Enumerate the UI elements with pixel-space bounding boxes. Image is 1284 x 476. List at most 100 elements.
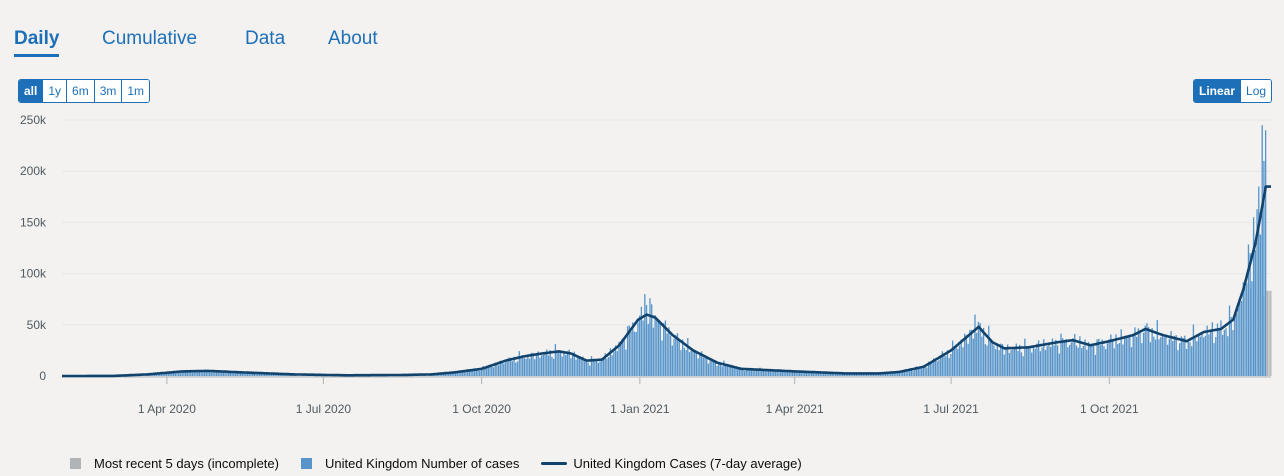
daily-case-bar [623, 339, 625, 376]
daily-case-bar [635, 332, 637, 376]
daily-case-bar [1106, 343, 1109, 376]
daily-case-bar [750, 368, 753, 376]
range-3m-button[interactable]: 3m [93, 80, 122, 102]
daily-case-bar [542, 354, 544, 376]
daily-case-bar [539, 357, 541, 376]
daily-case-bar [917, 368, 919, 376]
daily-case-bar [456, 372, 459, 376]
daily-case-bar [652, 327, 655, 376]
range-6m-button[interactable]: 6m [66, 80, 94, 102]
x-tick-label: 1 Apr 2020 [138, 402, 196, 416]
scale-log-button[interactable]: Log [1240, 80, 1272, 102]
daily-case-bar [888, 372, 890, 376]
daily-case-bar [217, 370, 219, 376]
daily-case-bar [1156, 320, 1158, 376]
daily-case-bar [510, 357, 512, 376]
daily-case-bar [848, 373, 851, 376]
daily-case-bar [227, 372, 230, 376]
daily-case-bar [1175, 335, 1177, 376]
daily-case-bar [936, 361, 938, 376]
daily-case-bar [1184, 335, 1186, 376]
daily-case-bar [577, 357, 579, 376]
daily-case-bar [197, 371, 199, 376]
daily-case-bar [1240, 300, 1243, 376]
daily-case-bar [1044, 349, 1047, 376]
daily-case-bar [551, 356, 553, 376]
daily-case-bar [958, 345, 961, 376]
tab-cumulative[interactable]: Cumulative [102, 28, 198, 49]
scale-linear-button[interactable]: Linear [1194, 80, 1241, 102]
tab-daily[interactable]: Daily [14, 28, 60, 57]
daily-case-bar [609, 348, 612, 376]
daily-case-bar [1017, 350, 1019, 376]
daily-case-bar [1020, 352, 1023, 376]
daily-case-bar [809, 371, 811, 376]
daily-case-bar [1010, 350, 1012, 376]
daily-case-bar [1132, 333, 1134, 376]
daily-case-bar [592, 358, 594, 376]
daily-case-bar [236, 372, 238, 376]
daily-case-bar [970, 329, 973, 376]
daily-case-bar [656, 320, 658, 376]
daily-case-bar [778, 369, 780, 376]
daily-case-bar [578, 357, 581, 376]
daily-case-bar [974, 314, 976, 376]
daily-case-bar [162, 372, 164, 376]
daily-case-bar [1216, 323, 1219, 376]
daily-case-bar [678, 338, 680, 376]
daily-case-bar [546, 349, 548, 376]
daily-case-bar [822, 372, 825, 376]
daily-case-bar [630, 331, 632, 376]
daily-case-bar [1161, 334, 1164, 376]
daily-case-bar [580, 359, 582, 376]
daily-case-bar [241, 372, 244, 376]
daily-case-bar [657, 320, 660, 376]
daily-case-bar [865, 374, 868, 376]
daily-case-bar [1261, 125, 1263, 377]
daily-case-bar [1060, 333, 1062, 376]
range-1m-button[interactable]: 1m [121, 80, 150, 102]
daily-case-bar [769, 370, 772, 376]
daily-case-bar [752, 370, 754, 376]
tab-data[interactable]: Data [245, 28, 286, 49]
daily-case-bar [640, 306, 643, 376]
daily-case-bar [977, 321, 980, 376]
daily-case-bar [214, 371, 216, 376]
daily-case-bar [1154, 339, 1157, 376]
daily-case-bar [1144, 325, 1146, 376]
daily-case-bar [520, 357, 522, 376]
daily-case-bar [590, 356, 593, 376]
daily-case-bar [864, 373, 866, 376]
daily-case-bar [797, 370, 799, 376]
range-all-button[interactable]: all [19, 80, 43, 102]
daily-case-bar [962, 347, 964, 376]
daily-case-bar [566, 351, 569, 376]
daily-case-bar [1036, 343, 1038, 376]
daily-case-bar [723, 360, 725, 376]
daily-case-bar [515, 362, 517, 376]
daily-case-bar [444, 373, 446, 376]
daily-case-bar [1080, 348, 1083, 376]
daily-case-bar [881, 373, 883, 376]
daily-case-bar [276, 374, 278, 376]
daily-case-bar [1053, 345, 1055, 376]
y-tick-label: 150k [20, 215, 47, 229]
tab-about[interactable]: About [328, 28, 378, 49]
daily-case-bar [695, 351, 698, 376]
daily-case-bar [814, 371, 816, 376]
daily-case-bar [709, 360, 711, 376]
x-tick-label: 1 Jan 2021 [610, 402, 670, 416]
daily-case-bar [1067, 347, 1069, 376]
daily-case-bar [1087, 341, 1090, 376]
daily-case-bar [733, 368, 735, 376]
daily-case-bar [202, 372, 204, 376]
range-1y-button[interactable]: 1y [42, 80, 67, 102]
daily-case-bar [1146, 323, 1148, 376]
daily-case-bar [246, 373, 249, 376]
daily-case-bar [692, 349, 694, 376]
daily-case-bar [1051, 338, 1054, 376]
daily-case-bar [1050, 346, 1052, 376]
daily-case-bar [1029, 347, 1031, 376]
daily-case-bar [742, 367, 744, 376]
daily-case-bar [661, 340, 663, 376]
